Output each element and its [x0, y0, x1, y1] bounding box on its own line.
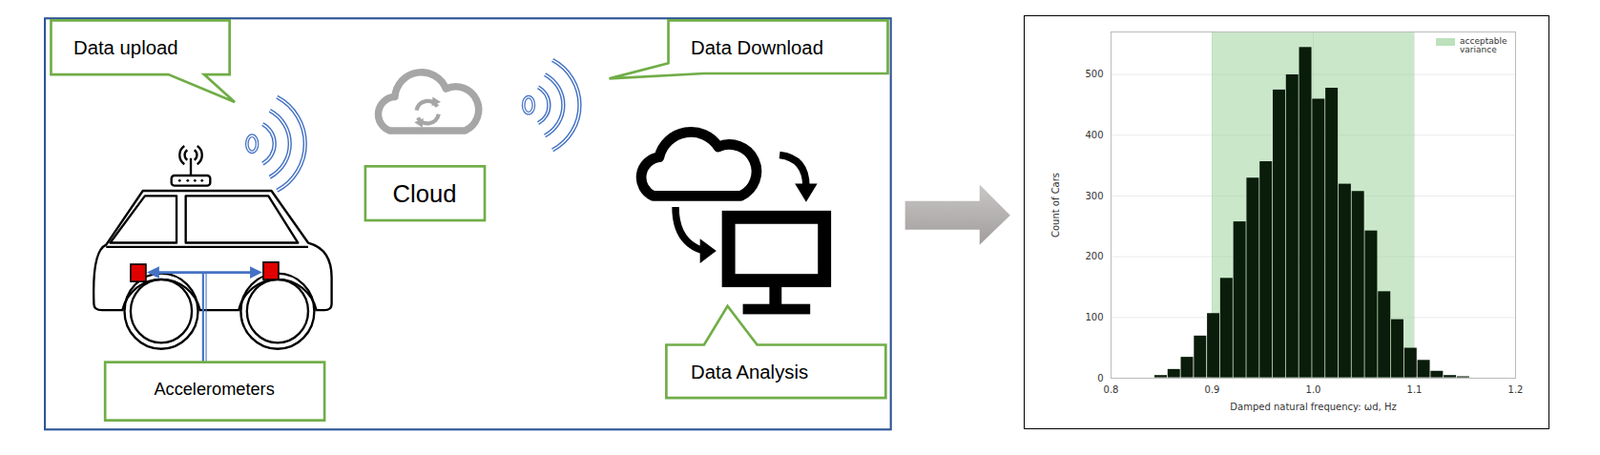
svg-text:Data Analysis: Data Analysis: [690, 361, 809, 383]
svg-text:500: 500: [1084, 68, 1103, 80]
svg-text:0.8: 0.8: [1103, 384, 1120, 395]
svg-text:Count of Cars: Count of Cars: [1050, 172, 1061, 238]
svg-text:1.0: 1.0: [1306, 384, 1322, 395]
svg-text:Accelerometers: Accelerometers: [153, 379, 274, 399]
svg-text:0.9: 0.9: [1205, 384, 1221, 395]
svg-text:100: 100: [1084, 311, 1103, 323]
svg-text:400: 400: [1084, 129, 1103, 141]
svg-text:Data upload: Data upload: [73, 37, 179, 59]
svg-text:Damped natural frequency: ωd,: Damped natural frequency: ωd, Hz: [1229, 401, 1396, 413]
svg-text:1.2: 1.2: [1508, 384, 1524, 395]
svg-text:Cloud: Cloud: [392, 180, 457, 208]
svg-text:1.1: 1.1: [1407, 384, 1423, 395]
svg-text:0: 0: [1097, 373, 1103, 384]
svg-text:200: 200: [1084, 250, 1103, 262]
svg-text:Data Download: Data Download: [690, 37, 824, 59]
html-text:acceptable variance: acceptable variance: [1459, 36, 1507, 55]
svg-text:300: 300: [1084, 190, 1103, 202]
